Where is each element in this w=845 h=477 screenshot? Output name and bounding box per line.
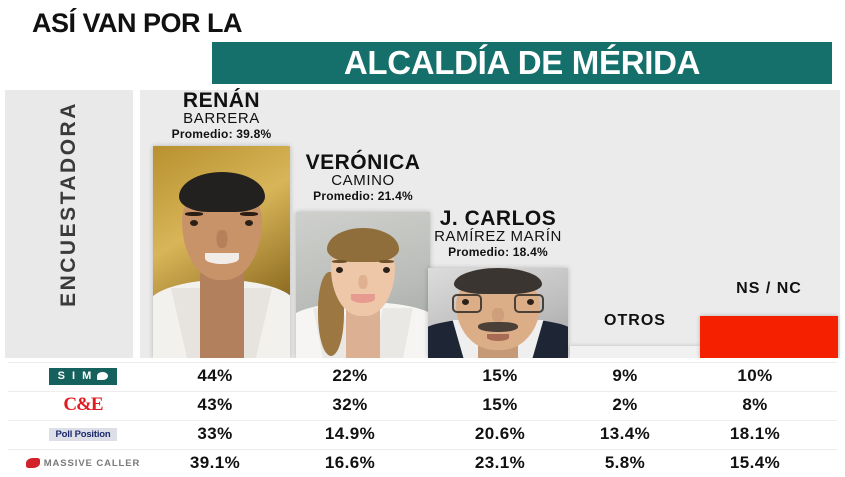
encuestadora-panel: ENCUESTADORA bbox=[5, 90, 133, 358]
row-separator bbox=[8, 391, 837, 392]
cell-value: 23.1% bbox=[474, 453, 526, 472]
cell-value: 9% bbox=[612, 366, 638, 385]
plot-region: RENÁN BARRERA Promedio: 39.8% bbox=[140, 90, 840, 358]
bar-column-veronica: VERÓNICA CAMINO Promedio: 21.4% bbox=[296, 90, 430, 358]
pollster-logo-massive-caller: MASSIVE CALLER bbox=[8, 449, 158, 477]
cell-value: 20.6% bbox=[474, 424, 526, 443]
cell-value: 32% bbox=[332, 395, 368, 414]
bar-column-otros: OTROS bbox=[570, 90, 700, 358]
ce-logo-text: C&E bbox=[63, 394, 103, 415]
bar-column-renan: RENÁN BARRERA Promedio: 39.8% bbox=[153, 90, 290, 358]
cell-value: 44% bbox=[197, 366, 233, 385]
candidate-average: Promedio: 39.8% bbox=[171, 126, 272, 141]
encuestadora-label: ENCUESTADORA bbox=[57, 101, 80, 307]
cell-value: 10% bbox=[737, 366, 773, 385]
massive-caller-logo-text: MASSIVE CALLER bbox=[43, 457, 141, 469]
header-line-2: ALCALDÍA DE MÉRIDA bbox=[343, 44, 701, 81]
massive-caller-logo-badge: MASSIVE CALLER bbox=[25, 457, 141, 469]
cell-value: 15% bbox=[482, 395, 518, 414]
poll-position-logo-text: Poll Position bbox=[48, 427, 118, 441]
sim-logo-badge: S I M bbox=[48, 367, 118, 385]
bar-caption-veronica: VERÓNICA CAMINO Promedio: 21.4% bbox=[263, 152, 463, 202]
cell-value: 43% bbox=[197, 395, 233, 414]
cell-value: 14.9% bbox=[324, 424, 376, 443]
bar-caption-renan: RENÁN BARRERA Promedio: 39.8% bbox=[127, 90, 317, 140]
candidate-first-name: VERÓNICA bbox=[305, 151, 421, 174]
bar-nsnc bbox=[700, 316, 838, 358]
candidate-first-name: J. CARLOS bbox=[439, 207, 557, 230]
bar-label-nsnc: NS / NC bbox=[736, 280, 802, 297]
table-row: C&E 43% 32% 15% 2% 8% bbox=[0, 391, 845, 419]
massive-caller-mark-icon bbox=[25, 458, 40, 468]
table-row: Poll Position 33% 14.9% 20.6% 13.4% 18.1… bbox=[0, 420, 845, 448]
bar-otros bbox=[570, 346, 700, 358]
bar-column-nsnc: NS / NC bbox=[700, 90, 838, 358]
cell-value: 5.8% bbox=[604, 453, 646, 472]
bar-caption-jcarlos: J. CARLOS RAMÍREZ MARÍN Promedio: 18.4% bbox=[398, 208, 598, 258]
table-row: S I M 44% 22% 15% 9% 10% bbox=[0, 362, 845, 390]
candidate-average: Promedio: 21.4% bbox=[313, 188, 413, 203]
cell-value: 2% bbox=[612, 395, 638, 414]
candidate-average: Promedio: 18.4% bbox=[448, 244, 548, 259]
bar-label-otros: OTROS bbox=[604, 312, 666, 329]
pollster-logo-poll-position: Poll Position bbox=[8, 420, 158, 448]
candidate-last-name: CAMINO bbox=[331, 172, 395, 190]
chat-bubble-icon bbox=[97, 372, 109, 380]
cell-value: 8% bbox=[742, 395, 768, 414]
chart-area: ENCUESTADORA RENÁN BARRERA Promedio: 39.… bbox=[0, 90, 845, 358]
candidate-photo-renan bbox=[153, 146, 290, 358]
candidate-first-name: RENÁN bbox=[182, 89, 261, 112]
results-table: S I M 44% 22% 15% 9% 10% C&E 43% 32% 15%… bbox=[0, 358, 845, 472]
bar-jcarlos bbox=[428, 268, 568, 358]
candidate-last-name: BARRERA bbox=[183, 110, 260, 128]
header-line-1: ASÍ VAN POR LA bbox=[32, 8, 243, 38]
bar-veronica bbox=[296, 212, 430, 358]
candidate-photo-jcarlos bbox=[428, 268, 568, 358]
header-teal-band: ALCALDÍA DE MÉRIDA bbox=[212, 42, 832, 84]
cell-value: 39.1% bbox=[189, 453, 241, 472]
candidate-photo-veronica bbox=[296, 212, 430, 358]
pollster-logo-ce: C&E bbox=[8, 391, 158, 419]
cell-value: 22% bbox=[332, 366, 368, 385]
sim-logo-text: S I M bbox=[57, 369, 94, 382]
pollster-logo-sim: S I M bbox=[8, 362, 158, 390]
row-separator bbox=[8, 420, 837, 421]
cell-value: 15.4% bbox=[729, 453, 781, 472]
cell-value: 18.1% bbox=[729, 424, 781, 443]
header: ASÍ VAN POR LA ALCALDÍA DE MÉRIDA bbox=[0, 0, 845, 88]
bar-renan bbox=[153, 146, 290, 358]
bar-column-jcarlos: J. CARLOS RAMÍREZ MARÍN Promedio: 18.4% bbox=[428, 90, 568, 358]
cell-value: 13.4% bbox=[599, 424, 651, 443]
row-separator bbox=[8, 449, 837, 450]
table-row: MASSIVE CALLER 39.1% 16.6% 23.1% 5.8% 15… bbox=[0, 449, 845, 477]
candidate-last-name: RAMÍREZ MARÍN bbox=[434, 228, 562, 246]
cell-value: 15% bbox=[482, 366, 518, 385]
row-separator bbox=[8, 362, 837, 363]
cell-value: 16.6% bbox=[324, 453, 376, 472]
cell-value: 33% bbox=[197, 424, 233, 443]
